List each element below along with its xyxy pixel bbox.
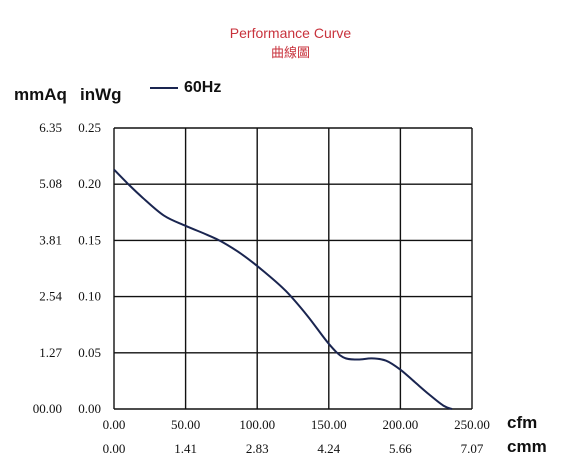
series-line-60hz xyxy=(113,168,453,410)
y-tick-label-mmaq: 3.81 xyxy=(39,232,62,247)
y-tick-label-mmaq: 00.00 xyxy=(33,401,62,416)
y-tick-label-mmaq: 5.08 xyxy=(39,176,62,191)
x-axis-label-cfm: cfm xyxy=(507,413,538,432)
y-tick-label-inwg: 0.25 xyxy=(78,120,101,135)
x-axis-label-cmm: cmm xyxy=(507,437,547,456)
x-tick-label-cfm: 50.00 xyxy=(171,417,200,432)
legend-label-60hz: 60Hz xyxy=(184,79,222,96)
x-tick-label-cfm: 0.00 xyxy=(103,417,126,432)
legend-swatch-60hz xyxy=(150,87,178,89)
y-tick-label-mmaq: 2.54 xyxy=(39,289,62,304)
x-tick-label-cfm: 250.00 xyxy=(454,417,490,432)
x-tick-label-cfm: 100.00 xyxy=(239,417,275,432)
y-tick-label-inwg: 0.20 xyxy=(78,176,101,191)
x-tick-label-cmm: 1.41 xyxy=(174,441,197,456)
y-tick-label-inwg: 0.15 xyxy=(78,232,101,247)
x-tick-label-cmm: 4.24 xyxy=(317,441,340,456)
x-tick-label-cmm: 2.83 xyxy=(246,441,269,456)
y-tick-label-inwg: 0.10 xyxy=(78,289,101,304)
y-axis-label-mmaq: mmAq xyxy=(14,85,67,104)
y-axis-label-inwg: inWg xyxy=(80,85,122,104)
chart-subtitle: 曲線圖 xyxy=(270,45,310,60)
chart-title: Performance Curve xyxy=(229,25,352,41)
x-tick-label-cmm: 5.66 xyxy=(389,441,412,456)
x-tick-label-cmm: 7.07 xyxy=(461,441,484,456)
y-tick-label-mmaq: 6.35 xyxy=(39,120,62,135)
legend: 60Hz xyxy=(150,79,221,97)
y-tick-label-inwg: 0.05 xyxy=(78,345,101,360)
x-tick-label-cfm: 150.00 xyxy=(311,417,347,432)
x-tick-label-cmm: 0.00 xyxy=(103,441,126,456)
y-tick-label-mmaq: 1.27 xyxy=(39,345,62,360)
x-tick-label-cfm: 200.00 xyxy=(383,417,419,432)
y-tick-label-inwg: 0.00 xyxy=(78,401,101,416)
